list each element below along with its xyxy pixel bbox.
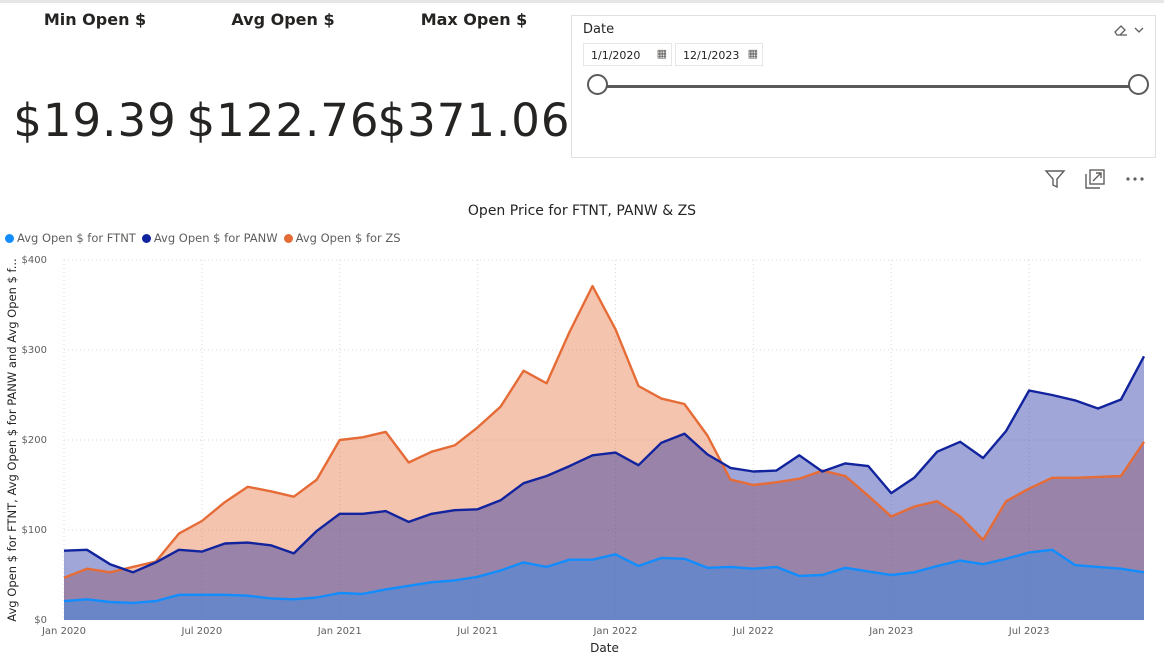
legend-item-ftnt[interactable]: Avg Open $ for FTNT [5,231,136,245]
x-tick-label: Jan 2022 [592,626,637,637]
y-axis-title: Avg Open $ for FTNT, Avg Open $ for PANW… [5,258,19,622]
area-panw [64,356,1144,620]
legend-item-panw[interactable]: Avg Open $ for PANW [141,231,278,245]
legend-label-zs: Avg Open $ for ZS [295,231,401,245]
chart-legend: Avg Open $ for FTNT Avg Open $ for PANW … [5,231,401,245]
visual-header-icons [1044,166,1146,192]
x-tick-label: Jul 2023 [1008,626,1050,637]
slider-end-handle[interactable] [1127,74,1149,95]
x-tick-label: Jan 2020 [41,626,86,637]
card-min-open[interactable]: Min Open $ $19.39 [0,8,190,168]
legend-label-panw: Avg Open $ for PANW [153,231,278,245]
top-divider [0,0,1164,3]
x-tick-label: Jan 2023 [868,626,913,637]
legend-item-zs[interactable]: Avg Open $ for ZS [283,231,401,245]
legend-label-ftnt: Avg Open $ for FTNT [17,231,136,245]
y-tick-label: $200 [22,435,47,446]
date-slicer[interactable]: Date 1/1/2020 ▦ 12/1/2023 ▦ [571,15,1156,158]
x-tick-label: Jul 2022 [732,626,774,637]
card-value: $371.06 [377,94,571,147]
filter-icon[interactable] [1044,168,1066,190]
card-label: Min Open $ [43,10,147,29]
calendar-icon[interactable]: ▦ [656,47,667,60]
focus-mode-icon[interactable] [1084,168,1106,190]
end-date-value: 12/1/2023 [683,49,740,62]
eraser-icon[interactable] [1113,23,1129,37]
start-date-input[interactable]: 1/1/2020 ▦ [583,43,672,66]
card-value: $19.39 [13,94,177,147]
slicer-title: Date [583,22,615,37]
legend-dot-panw [141,233,151,243]
card-label: Avg Open $ [231,10,335,29]
line-ftnt [63,548,1145,605]
x-axis-title: Date [590,641,619,655]
card-max-open[interactable]: Max Open $ $371.06 [377,8,569,168]
slicer-tools [1113,22,1145,37]
calendar-icon[interactable]: ▦ [747,47,758,60]
end-date-input[interactable]: 12/1/2023 ▦ [675,43,763,66]
x-tick-label: Jul 2020 [181,626,223,637]
card-value: $122.76 [186,94,380,147]
legend-dot-ftnt [5,233,14,243]
slider-start-handle[interactable] [586,74,608,95]
more-options-icon[interactable] [1124,168,1146,190]
line-panw [63,355,1146,574]
y-tick-label: $400 [22,255,47,266]
chart-title: Open Price for FTNT, PANW & ZS [467,203,697,219]
card-label: Max Open $ [420,10,528,29]
x-tick-label: Jul 2021 [456,626,498,637]
x-tick-label: Jan 2021 [317,626,362,637]
y-tick-label: $300 [22,345,47,356]
y-tick-label: $0 [34,615,47,626]
y-tick-label: $100 [22,525,47,536]
card-avg-open[interactable]: Avg Open $ $122.76 [186,8,378,168]
legend-dot-zs [283,233,293,243]
line-zs [63,284,1145,579]
start-date-value: 1/1/2020 [591,49,641,62]
chevron-down-icon[interactable] [1133,24,1145,36]
slider-track[interactable] [597,85,1138,88]
area-ftnt [64,549,1144,620]
